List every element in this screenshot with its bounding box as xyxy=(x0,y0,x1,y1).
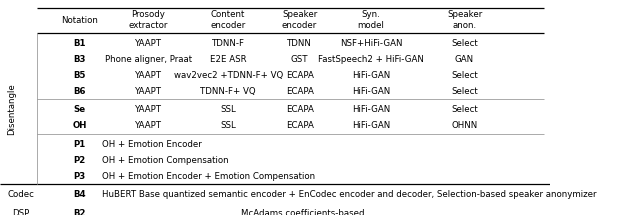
Text: P3: P3 xyxy=(74,172,86,181)
Text: B6: B6 xyxy=(74,87,86,96)
Text: TDNN-F+ VQ: TDNN-F+ VQ xyxy=(200,87,256,96)
Text: Speaker
anon.: Speaker anon. xyxy=(447,10,482,30)
Text: B5: B5 xyxy=(74,71,86,80)
Text: B4: B4 xyxy=(74,190,86,199)
Text: SSL: SSL xyxy=(220,106,236,114)
Text: YAAPT: YAAPT xyxy=(135,71,162,80)
Text: ECAPA: ECAPA xyxy=(285,121,314,130)
Text: Syn.
model: Syn. model xyxy=(358,10,385,30)
Text: Phone aligner, Praat: Phone aligner, Praat xyxy=(105,55,192,64)
Text: B3: B3 xyxy=(74,55,86,64)
Text: Select: Select xyxy=(451,71,478,80)
Text: Se: Se xyxy=(74,106,86,114)
Text: TDNN-F: TDNN-F xyxy=(212,39,244,48)
Text: Select: Select xyxy=(451,87,478,96)
Text: DSP: DSP xyxy=(12,209,29,215)
Text: Speaker
encoder: Speaker encoder xyxy=(282,10,317,30)
Text: OH + Emotion Encoder + Emotion Compensation: OH + Emotion Encoder + Emotion Compensat… xyxy=(102,172,315,181)
Text: YAAPT: YAAPT xyxy=(135,121,162,130)
Text: OH: OH xyxy=(72,121,87,130)
Text: OH + Emotion Compensation: OH + Emotion Compensation xyxy=(102,156,228,165)
Text: OH + Emotion Encoder: OH + Emotion Encoder xyxy=(102,140,202,149)
Text: SSL: SSL xyxy=(220,121,236,130)
Text: P2: P2 xyxy=(74,156,86,165)
Text: YAAPT: YAAPT xyxy=(135,39,162,48)
Text: HuBERT Base quantized semantic encoder + EnCodec encoder and decoder, Selection-: HuBERT Base quantized semantic encoder +… xyxy=(102,190,596,199)
Text: Select: Select xyxy=(451,39,478,48)
Text: HiFi-GAN: HiFi-GAN xyxy=(352,121,390,130)
Text: YAAPT: YAAPT xyxy=(135,87,162,96)
Text: ECAPA: ECAPA xyxy=(285,87,314,96)
Text: McAdams coefficients-based: McAdams coefficients-based xyxy=(241,209,364,215)
Text: Notation: Notation xyxy=(61,15,98,25)
Text: NSF+HiFi-GAN: NSF+HiFi-GAN xyxy=(340,39,403,48)
Text: HiFi-GAN: HiFi-GAN xyxy=(352,106,390,114)
Text: HiFi-GAN: HiFi-GAN xyxy=(352,87,390,96)
Text: FastSpeech2 + HiFi-GAN: FastSpeech2 + HiFi-GAN xyxy=(318,55,424,64)
Text: P1: P1 xyxy=(74,140,86,149)
Text: Disentangle: Disentangle xyxy=(8,83,17,135)
Text: B2: B2 xyxy=(74,209,86,215)
Text: Codec: Codec xyxy=(8,190,35,199)
Text: HiFi-GAN: HiFi-GAN xyxy=(352,71,390,80)
Text: wav2vec2 +TDNN-F+ VQ: wav2vec2 +TDNN-F+ VQ xyxy=(173,71,283,80)
Text: E2E ASR: E2E ASR xyxy=(210,55,246,64)
Text: OHNN: OHNN xyxy=(451,121,477,130)
Text: TDNN: TDNN xyxy=(287,39,312,48)
Text: B1: B1 xyxy=(74,39,86,48)
Text: GAN: GAN xyxy=(455,55,474,64)
Text: ECAPA: ECAPA xyxy=(285,71,314,80)
Text: Prosody
extractor: Prosody extractor xyxy=(129,10,168,30)
Text: Select: Select xyxy=(451,106,478,114)
Text: GST: GST xyxy=(291,55,308,64)
Text: ECAPA: ECAPA xyxy=(285,106,314,114)
Text: Content
encoder: Content encoder xyxy=(211,10,246,30)
Text: YAAPT: YAAPT xyxy=(135,106,162,114)
